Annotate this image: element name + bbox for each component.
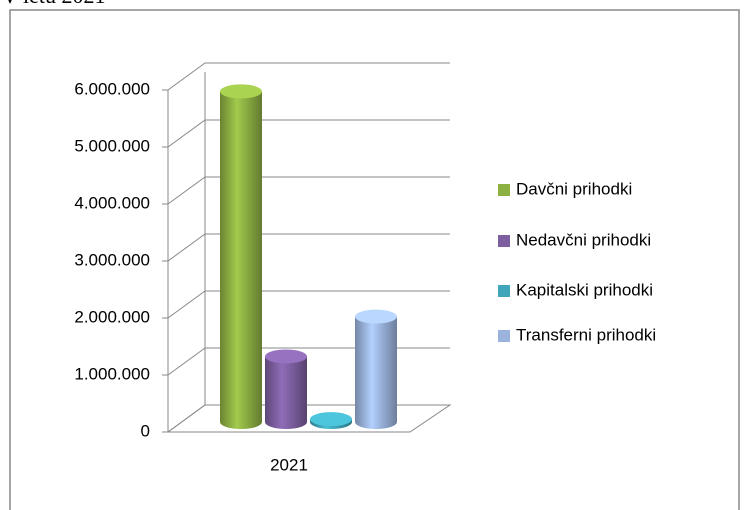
legend-swatch: [498, 235, 510, 247]
legend-swatch: [498, 330, 510, 342]
floor: [166, 404, 452, 433]
y-tick-label: 6.000.000: [74, 79, 150, 98]
legend-label: Davčni prihodki: [516, 179, 632, 198]
legend-swatch: [498, 285, 510, 297]
y-tick-label: 0: [141, 421, 150, 440]
bar-top: [265, 349, 307, 364]
legend-label: Nedavčni prihodki: [516, 230, 651, 249]
bar-top: [355, 309, 397, 324]
y-tick-label: 3.000.000: [74, 250, 150, 269]
grid-line: [167, 176, 450, 205]
legend-label: Kapitalski prihodki: [516, 280, 653, 299]
chart-title: V letu 2021: [2, 0, 105, 8]
y-tick-label: 4.000.000: [74, 193, 150, 212]
y-tick-label: 5.000.000: [74, 136, 150, 155]
y-tick-label: 2.000.000: [74, 307, 150, 326]
x-tick-label: 2021: [270, 455, 308, 474]
bar-top: [220, 84, 262, 99]
grid-line: [167, 290, 450, 319]
legend-label: Transferni prihodki: [516, 325, 656, 344]
y-tick-label: 1.000.000: [74, 364, 150, 383]
legend-swatch: [498, 184, 510, 196]
grid-line: [167, 62, 450, 91]
bar: [265, 356, 307, 429]
bar-top: [310, 412, 352, 427]
bar: [355, 316, 397, 429]
grid-line: [167, 233, 450, 262]
bar: [220, 91, 262, 430]
grid-line: [167, 119, 450, 148]
